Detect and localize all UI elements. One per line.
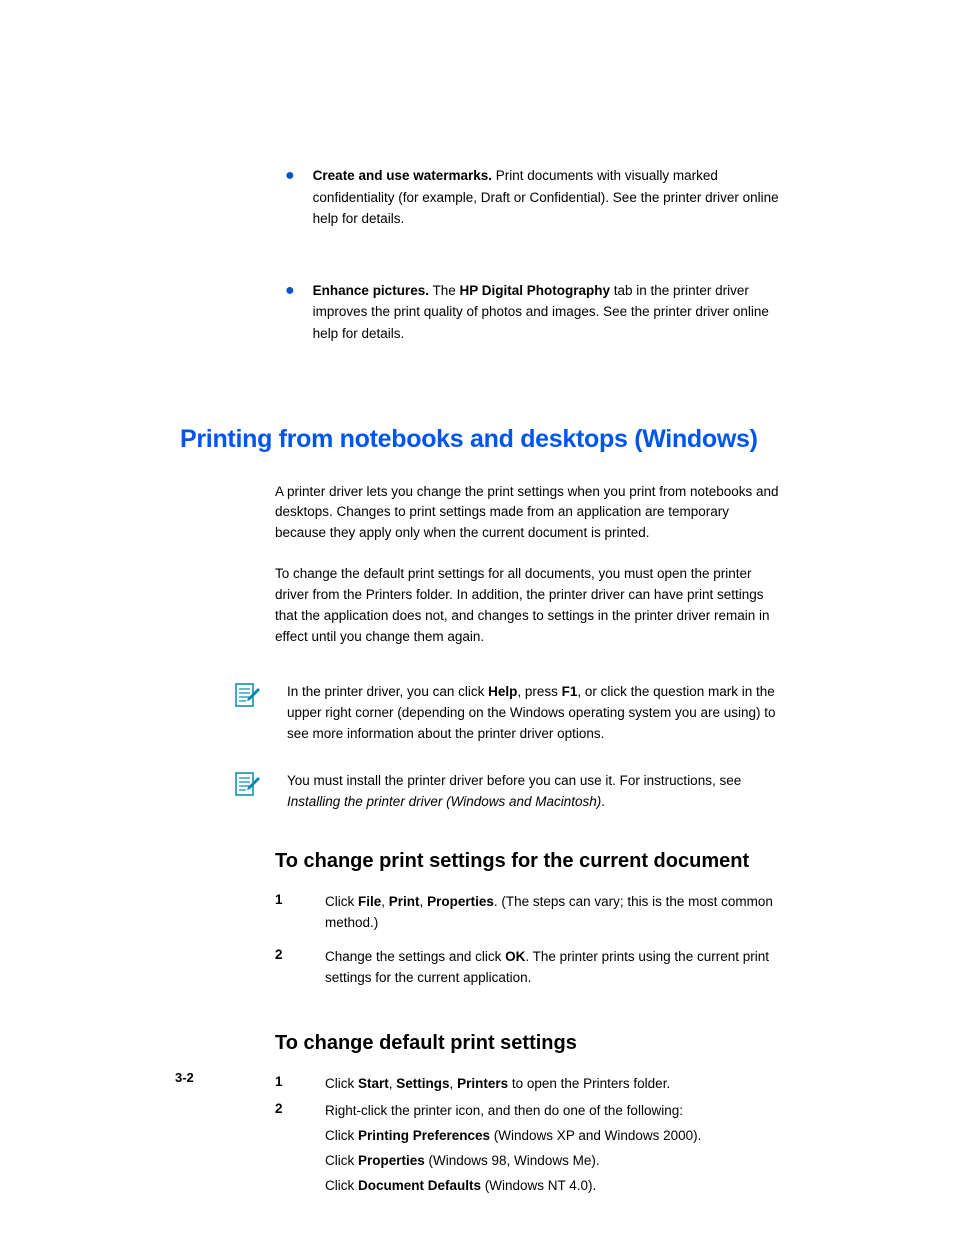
intro-paragraph-2: To change the default print settings for… bbox=[275, 564, 779, 648]
bullet-marker: ● bbox=[285, 165, 295, 230]
step-1-2: 2 Change the settings and click OK. The … bbox=[275, 947, 779, 989]
option-c: Click Document Defaults (Windows NT 4.0)… bbox=[325, 1176, 779, 1197]
step-text: Change the settings and click OK. The pr… bbox=[325, 947, 779, 989]
step-number: 2 bbox=[275, 947, 325, 989]
note-help: In the printer driver, you can click Hel… bbox=[230, 680, 779, 745]
step-number: 2 bbox=[275, 1101, 325, 1122]
step-text: Right-click the printer icon, and then d… bbox=[325, 1101, 683, 1122]
bullet-marker: ● bbox=[285, 280, 295, 345]
option-a: Click Printing Preferences (Windows XP a… bbox=[325, 1126, 779, 1147]
step-text: Click File, Print, Properties. (The step… bbox=[325, 892, 779, 934]
step-2-2: 2 Right-click the printer icon, and then… bbox=[275, 1101, 779, 1122]
step-text: Click Start, Settings, Printers to open … bbox=[325, 1074, 670, 1095]
document-page: ● Create and use watermarks. Print docum… bbox=[0, 0, 954, 1197]
bullet-text: Enhance pictures. The HP Digital Photogr… bbox=[313, 280, 779, 345]
subheading-default: To change default print settings bbox=[275, 1031, 779, 1056]
step-1-1: 1 Click File, Print, Properties. (The st… bbox=[275, 892, 779, 934]
intro-paragraph-1: A printer driver lets you change the pri… bbox=[275, 482, 779, 545]
step-2-1: 1 Click Start, Settings, Printers to ope… bbox=[275, 1074, 779, 1095]
bullet-text: Create and use watermarks. Print documen… bbox=[313, 165, 779, 230]
subheading-current-doc: To change print settings for the current… bbox=[275, 849, 779, 874]
page-number: 3-2 bbox=[175, 1070, 194, 1085]
bullet-watermark: ● Create and use watermarks. Print docum… bbox=[285, 165, 779, 230]
step-number: 1 bbox=[275, 1074, 325, 1095]
step-number: 1 bbox=[275, 892, 325, 934]
option-b: Click Properties (Windows 98, Windows Me… bbox=[325, 1151, 779, 1172]
note-text: You must install the printer driver befo… bbox=[287, 769, 779, 813]
note-icon bbox=[230, 769, 262, 801]
bullet-enhance: ● Enhance pictures. The HP Digital Photo… bbox=[285, 280, 779, 345]
section-heading: Printing from notebooks and desktops (Wi… bbox=[180, 425, 779, 454]
note-text: In the printer driver, you can click Hel… bbox=[287, 680, 779, 745]
note-icon bbox=[230, 680, 262, 712]
note-install: You must install the printer driver befo… bbox=[230, 769, 779, 813]
